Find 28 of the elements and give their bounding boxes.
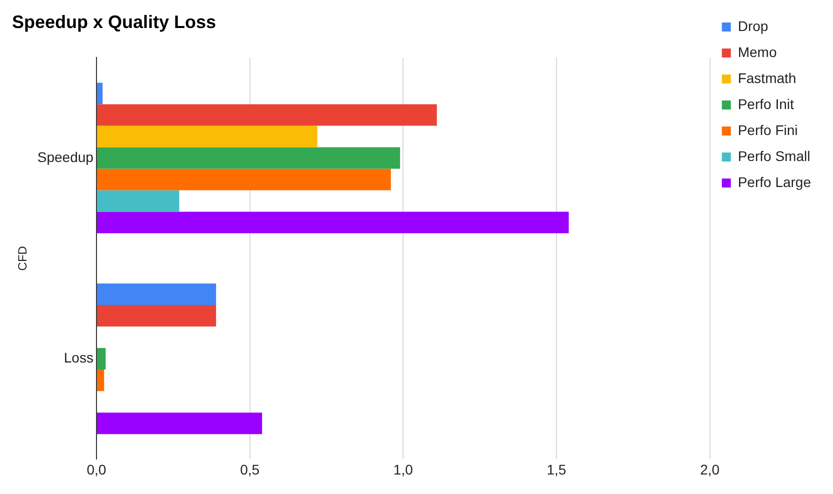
legend-label: Perfo Fini	[738, 122, 798, 138]
legend-label: Fastmath	[738, 70, 796, 86]
bar	[96, 284, 216, 306]
x-tick-label: 0,5	[240, 461, 260, 478]
bar	[96, 126, 318, 148]
y-axis-title: CFD	[16, 246, 30, 271]
x-tick-label: 1,0	[393, 461, 414, 478]
x-tick-label: 2,0	[700, 461, 720, 478]
bar	[96, 82, 103, 104]
bar	[96, 212, 569, 234]
bar	[96, 348, 106, 370]
bar	[96, 190, 180, 212]
x-tick-label: 0,0	[86, 461, 106, 478]
bar	[96, 147, 400, 169]
chart-title: Speedup x Quality Loss	[12, 12, 216, 32]
bar	[96, 370, 104, 392]
legend-label: Perfo Large	[738, 174, 812, 190]
bar	[96, 412, 262, 434]
y-tick-label: Speedup	[37, 148, 94, 165]
y-tick-label: Loss	[64, 350, 94, 366]
bar	[96, 168, 391, 190]
bar	[96, 104, 437, 126]
legend-label: Drop	[738, 18, 768, 34]
legend-label: Perfo Init	[738, 96, 794, 112]
x-tick-label: 1,5	[546, 461, 566, 478]
legend-label: Memo	[738, 44, 777, 60]
bar	[96, 305, 216, 327]
legend-label: Perfo Small	[738, 148, 810, 164]
